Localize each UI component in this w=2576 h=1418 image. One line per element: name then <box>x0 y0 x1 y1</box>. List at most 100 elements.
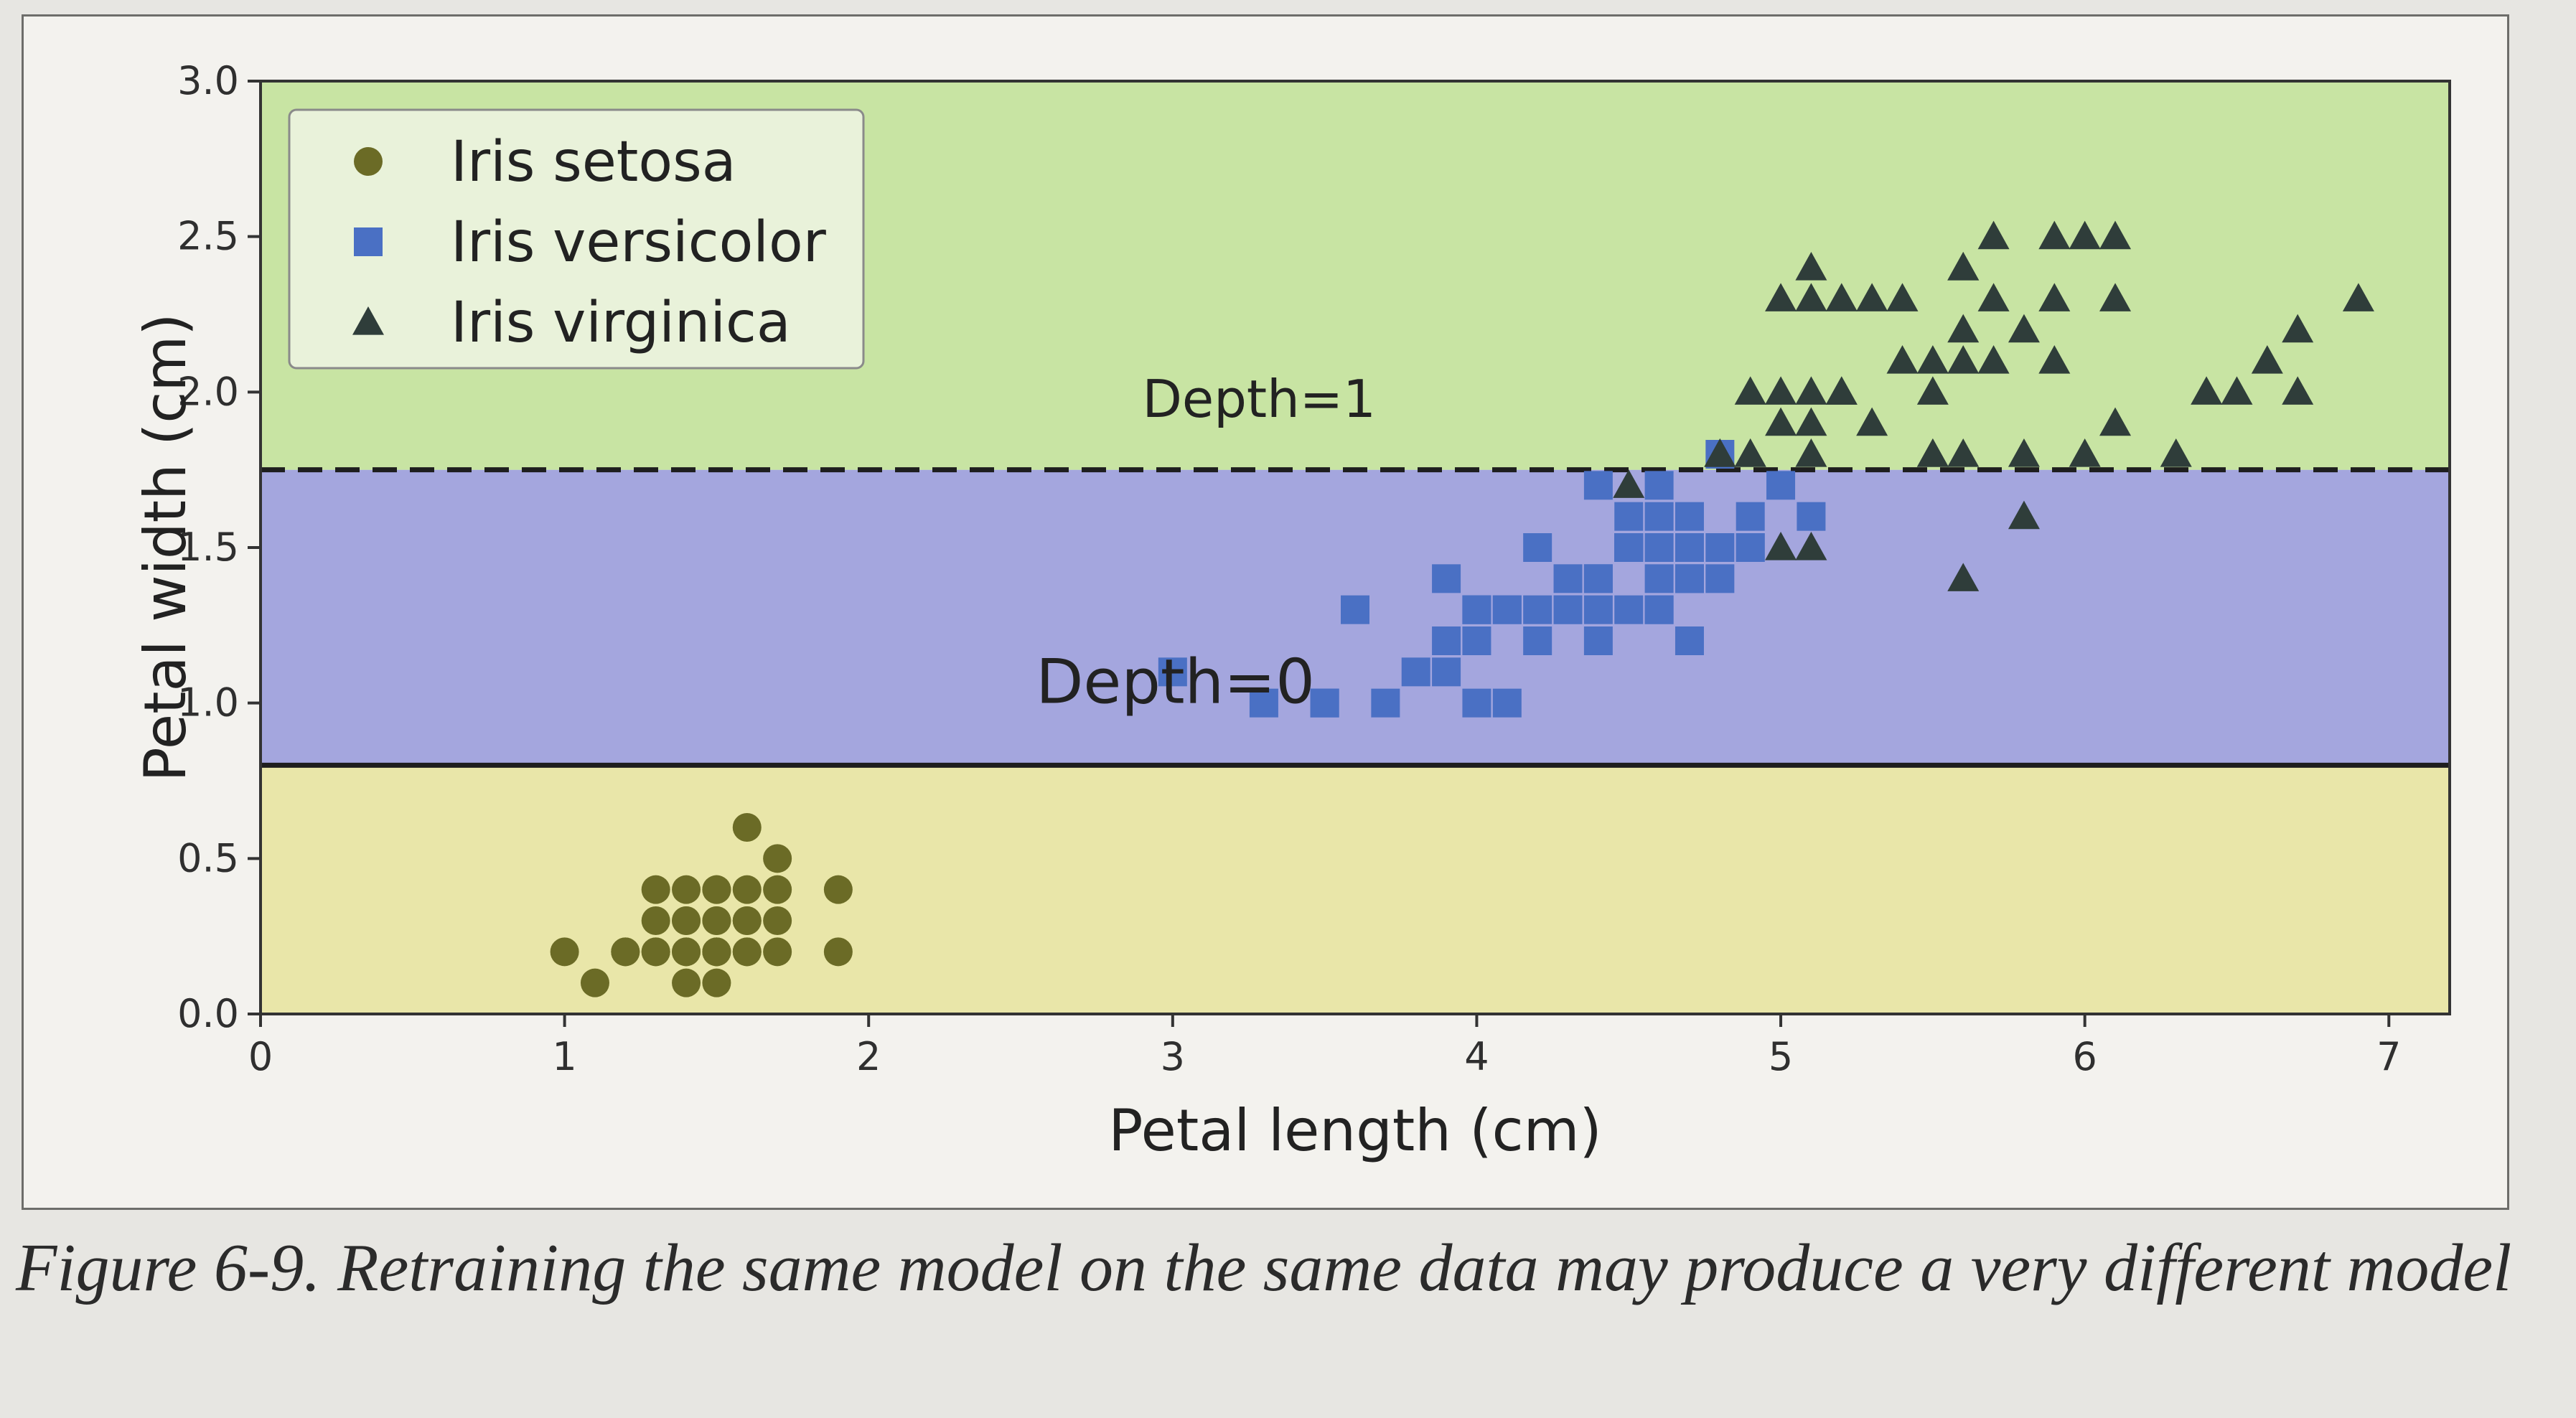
y-tick-label: 0.5 <box>177 835 239 881</box>
point-square-4 <box>1644 533 1674 562</box>
point-square-47 <box>1492 595 1522 624</box>
legend-label: Iris setosa <box>451 130 736 194</box>
point-triangle-45 <box>1765 407 1797 436</box>
point-square-33 <box>1797 502 1826 531</box>
axes: 0 1 2 3 4 5 6 7 0.0 0.5 1.0 1.5 2.0 2.5 3.0 <box>177 58 2401 1079</box>
x-tick-label: 3 <box>1161 1034 1185 1079</box>
point-square-19 <box>1432 657 1461 687</box>
decision-boundaries <box>261 467 2450 768</box>
point-square-6 <box>1675 502 1704 531</box>
point-triangle-27 <box>1734 438 1766 467</box>
point-triangle-2 <box>2038 345 2071 374</box>
point-square-45 <box>1523 626 1552 655</box>
figure-caption: Figure 6-9. Retraining the same model on… <box>16 1231 2512 1305</box>
x-axis-label: Petal length (cm) <box>1108 1097 1601 1164</box>
point-triangle-15 <box>1856 283 1888 311</box>
point-circle-9 <box>672 968 701 997</box>
point-square-14 <box>1341 595 1369 624</box>
point-triangle-41 <box>1795 283 1827 311</box>
region-0 <box>261 765 2450 1014</box>
point-triangle-24 <box>1977 345 2010 374</box>
point-circle-23 <box>641 906 670 935</box>
point-triangle-51 <box>1916 376 1949 405</box>
point-square-30 <box>1401 657 1430 687</box>
point-triangle-12 <box>1916 345 1949 374</box>
point-square-43 <box>1158 657 1187 687</box>
point-square-39 <box>1462 595 1491 624</box>
point-square-46 <box>1553 595 1583 624</box>
point-circle-29 <box>611 937 640 967</box>
point-square-54 <box>1705 533 1735 562</box>
point-triangle-25 <box>2069 438 2101 467</box>
point-square-50 <box>1736 502 1765 531</box>
y-tick-label: 1.0 <box>177 680 239 726</box>
point-triangle-53 <box>2038 220 2071 250</box>
legend-marker-square <box>354 227 383 256</box>
point-triangle-21 <box>1734 376 1766 405</box>
x-tick-label: 2 <box>856 1034 881 1079</box>
point-square-42 <box>1462 626 1491 655</box>
legend-box <box>288 108 865 370</box>
point-triangle-8 <box>2008 438 2040 467</box>
point-circle-25 <box>823 875 853 904</box>
point-triangle-28 <box>1947 345 1980 374</box>
point-triangle-50 <box>1825 376 1858 405</box>
figure-frame: 0 1 2 3 4 5 6 7 0.0 0.5 1.0 1.5 2.0 2.5 3.0 Iris setos… <box>22 14 2509 1210</box>
point-circle-17 <box>763 844 792 873</box>
y-tick-label: 3.0 <box>177 58 239 103</box>
point-triangle-49 <box>1765 283 1797 311</box>
point-square-51 <box>1644 595 1674 624</box>
point-triangle-34 <box>1947 563 1980 591</box>
point-circle-19 <box>732 875 762 904</box>
point-triangle-40 <box>1947 252 1980 281</box>
legend: Iris setosa Iris versicolor Iris virginica <box>288 108 865 370</box>
point-square-52 <box>1553 564 1583 593</box>
point-circle-7 <box>702 968 731 997</box>
point-triangle-39 <box>1886 345 1919 374</box>
legend-label: Iris virginica <box>451 291 791 355</box>
depth-0-annotation: Depth=0 <box>1036 647 1315 718</box>
point-square-32 <box>1432 626 1461 655</box>
point-square-22 <box>1736 533 1765 562</box>
y-tick-label: 2.5 <box>177 214 239 259</box>
point-square-41 <box>1644 564 1674 593</box>
petal-scatter-chart: 0 1 2 3 4 5 6 7 0.0 0.5 1.0 1.5 2.0 2.5 3.0 Iris setos… <box>132 58 2451 1164</box>
point-circle-4 <box>763 875 792 904</box>
point-circle-30 <box>672 875 701 904</box>
point-triangle-29 <box>2008 500 2040 530</box>
x-tick-label: 0 <box>248 1034 273 1079</box>
point-circle-28 <box>641 937 670 967</box>
point-circle-33 <box>732 906 762 935</box>
point-triangle-35 <box>2099 283 2132 311</box>
point-triangle-31 <box>2191 376 2223 405</box>
point-triangle-33 <box>1795 532 1827 560</box>
point-square-48 <box>1583 471 1613 500</box>
point-square-29 <box>1310 688 1339 718</box>
legend-label: Iris versicolor <box>451 210 827 275</box>
point-square-13 <box>1675 564 1704 593</box>
x-tick-label: 1 <box>552 1034 576 1079</box>
x-tick-label: 7 <box>2376 1034 2401 1079</box>
point-circle-32 <box>702 937 731 967</box>
point-square-9 <box>1432 564 1461 593</box>
point-circle-18 <box>823 937 853 967</box>
depth-1-annotation: Depth=1 <box>1142 369 1375 429</box>
point-triangle-19 <box>1765 532 1797 560</box>
point-square-11 <box>1523 533 1552 562</box>
point-triangle-14 <box>1795 252 1827 281</box>
point-square-23 <box>1675 626 1704 655</box>
point-triangle-20 <box>1977 283 2010 311</box>
point-triangle-44 <box>1825 283 1858 311</box>
point-triangle-0 <box>2069 220 2101 250</box>
point-triangle-43 <box>1977 220 2010 250</box>
point-square-49 <box>1644 471 1674 500</box>
point-triangle-6 <box>1613 469 1645 498</box>
point-triangle-32 <box>1947 314 1980 343</box>
point-triangle-3 <box>1947 438 1980 467</box>
y-tick-label: 2.0 <box>177 369 239 414</box>
point-square-5 <box>1614 595 1644 624</box>
point-circle-16 <box>550 937 579 967</box>
point-square-26 <box>1705 564 1735 593</box>
y-axis-label: Petal width (cm) <box>132 314 199 782</box>
point-square-44 <box>1523 595 1552 624</box>
